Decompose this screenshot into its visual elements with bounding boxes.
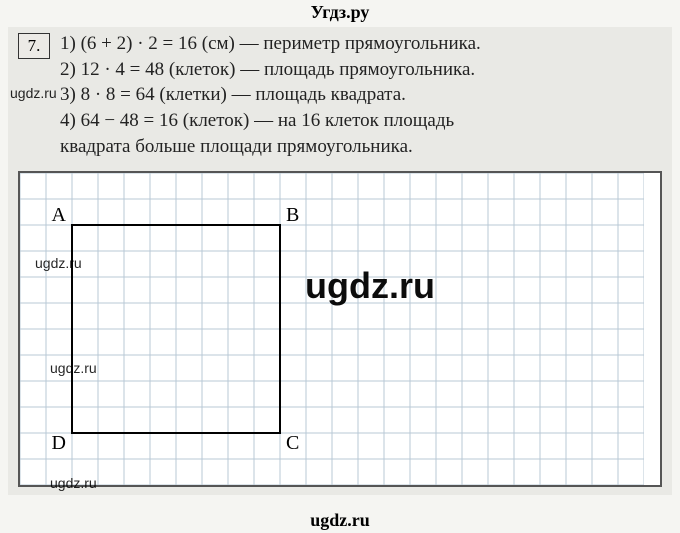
vertex-label-d: D: [52, 432, 66, 454]
page: Угдз.ру 7. 1) (6 + 2) · 2 = 16 (см) — пе…: [0, 0, 680, 533]
exercise-line-5: квадрата больше площади прямоугольника.: [60, 134, 662, 160]
grid-container: A B C D: [18, 171, 662, 487]
vertex-label-a: A: [52, 204, 67, 226]
vertex-label-b: B: [286, 204, 299, 226]
exercise-block: 7. 1) (6 + 2) · 2 = 16 (см) — периметр п…: [8, 27, 672, 165]
vertex-label-c: C: [286, 432, 299, 454]
exercise-line-2: 2) 12 · 4 = 48 (клеток) — площадь прямоу…: [60, 57, 662, 83]
exercise-number-box: 7.: [18, 33, 50, 59]
exercise-body: 1) (6 + 2) · 2 = 16 (см) — периметр прям…: [60, 31, 662, 159]
grid-svg: A B C D: [20, 173, 644, 485]
exercise-number: 7.: [28, 35, 41, 58]
site-footer: ugdz.ru: [0, 510, 680, 531]
exercise-line-4: 4) 64 − 48 = 16 (клеток) — на 16 клеток …: [60, 108, 662, 134]
content-box: 7. 1) (6 + 2) · 2 = 16 (см) — периметр п…: [8, 27, 672, 495]
exercise-row: 7. 1) (6 + 2) · 2 = 16 (см) — периметр п…: [18, 31, 662, 159]
site-header: Угдз.ру: [0, 0, 680, 27]
exercise-line-3: 3) 8 · 8 = 64 (клетки) — площадь квадрат…: [60, 82, 662, 108]
exercise-line-1: 1) (6 + 2) · 2 = 16 (см) — периметр прям…: [60, 31, 662, 57]
